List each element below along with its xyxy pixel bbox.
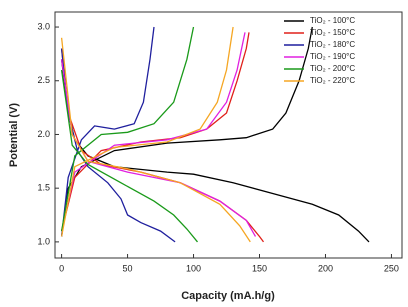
y-tick-label: 2.0 (37, 129, 50, 139)
y-tick-label: 2.5 (37, 75, 50, 85)
series-line (60, 26, 199, 243)
x-tick-label: 250 (384, 263, 399, 273)
y-tick-label: 1.0 (37, 236, 50, 246)
x-tick-label: 200 (318, 263, 333, 273)
legend-label: TiO₂ - 190°C (310, 52, 355, 61)
legend-label: TiO₂ - 200°C (310, 64, 355, 73)
legend-label: TiO₂ - 220°C (310, 76, 355, 85)
x-axis-title: Capacity (mA.h/g) (181, 290, 275, 302)
y-axis-title: Potential (V) (8, 103, 20, 168)
x-tick-label: 50 (123, 263, 133, 273)
series-line (60, 26, 251, 243)
series-line (60, 26, 176, 243)
x-tick-label: 0 (59, 263, 64, 273)
plot-frame (54, 11, 403, 259)
series-line (60, 32, 257, 237)
x-tick-label: 100 (186, 263, 201, 273)
legend-label: TiO₂ - 180°C (310, 40, 355, 49)
y-tick-label: 3.0 (37, 21, 50, 31)
legend-label: TiO₂ - 100°C (310, 16, 355, 25)
legend-label: TiO₂ - 150°C (310, 28, 355, 37)
x-tick-label: 150 (252, 263, 267, 273)
y-tick-label: 1.5 (37, 183, 50, 193)
